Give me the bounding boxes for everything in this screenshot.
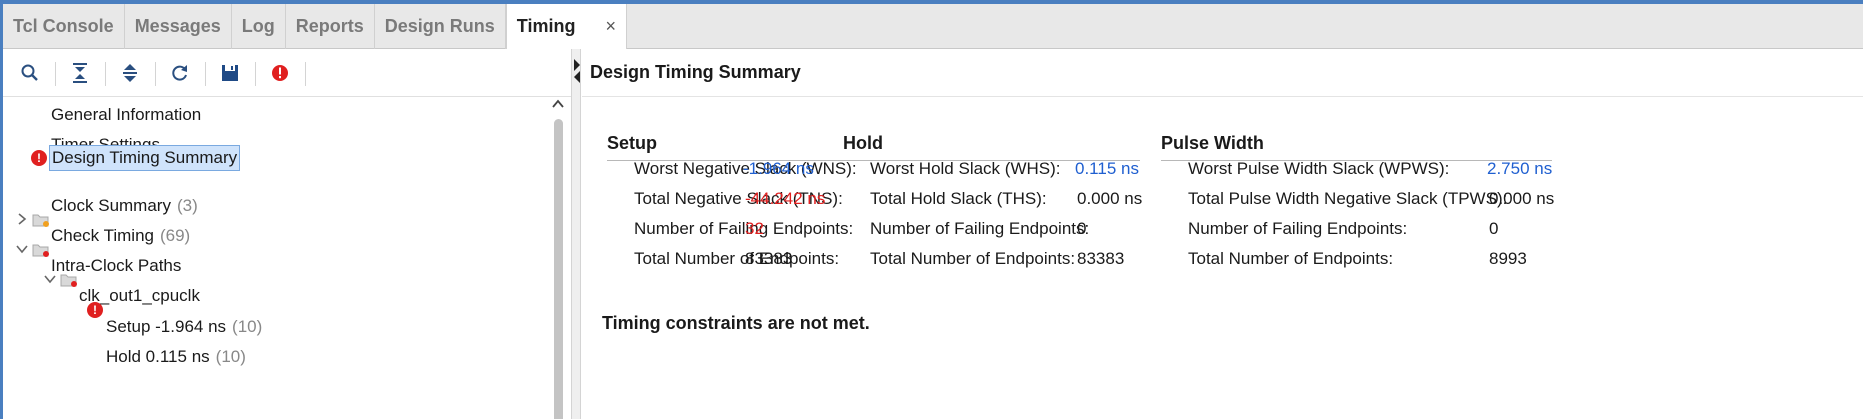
item-count: (10) [232, 317, 263, 336]
tab-label: Reports [295, 16, 364, 36]
tab-label: Timing [516, 16, 576, 36]
section-title: Setup [607, 133, 922, 161]
tab-log[interactable]: Log [232, 4, 286, 49]
tree-scrollbar[interactable] [551, 95, 565, 419]
tree-item-label: Setup -1.964 ns [106, 317, 227, 336]
tab-messages[interactable]: Messages [125, 4, 232, 49]
timing-tree-panel: General Information Timer Settings ! Des… [3, 49, 571, 419]
ths-value: 0.000 ns [1077, 189, 1143, 208]
pulse-total-endpoints-value: 8993 [1489, 249, 1527, 268]
tab-design-runs[interactable]: Design Runs [375, 4, 506, 49]
window-frame-top [0, 0, 1863, 4]
wpws-value[interactable]: 2.750 ns [1487, 159, 1553, 178]
tree-toolbar [3, 49, 571, 97]
whs-label: Worst Hold Slack (WHS): [870, 159, 1061, 178]
chevron-down-icon[interactable] [15, 242, 29, 256]
setup-failing-endpoints-label: Number of Failing Endpoints: [634, 219, 854, 238]
tab-label: Log [241, 16, 275, 36]
tree-item-label: Intra-Clock Paths [51, 256, 182, 275]
tree-item-label: Hold 0.115 ns [106, 347, 210, 366]
tree-item-hold[interactable]: Hold 0.115 ns (10) [106, 339, 246, 375]
tpws-value: 0.000 ns [1489, 189, 1555, 208]
tree-item-label: clk_out1_cpuclk [79, 286, 200, 305]
wpws-label: Worst Pulse Width Slack (WPWS): [1188, 159, 1450, 178]
tree-item-intra-clock-paths[interactable]: Intra-Clock Paths [51, 248, 181, 284]
save-icon[interactable] [211, 54, 256, 92]
page-title: Design Timing Summary [582, 49, 1863, 97]
whs-value[interactable]: 0.115 ns [1075, 159, 1139, 178]
item-count: (69) [159, 226, 191, 245]
window-frame-left [0, 0, 3, 419]
item-count: (3) [176, 196, 198, 215]
timing-tree: General Information Timer Settings ! Des… [3, 101, 551, 419]
pulse-width-section: Pulse Width [1161, 133, 1552, 161]
tns-value: -44.242 ns [745, 189, 826, 208]
hold-total-endpoints-label: Total Number of Endpoints: [870, 249, 1076, 268]
error-icon: ! [31, 150, 47, 166]
section-title: Hold [843, 133, 1140, 161]
tree-item-clk-out1-cpuclk[interactable]: clk_out1_cpuclk [79, 278, 200, 314]
timing-status-message: Timing constraints are not met. [602, 313, 870, 333]
wns-value[interactable]: -1.964 ns [743, 159, 814, 178]
chevron-right-icon[interactable] [15, 212, 29, 226]
tpws-label: Total Pulse Width Negative Slack (TPWS): [1188, 189, 1508, 208]
tab-timing[interactable]: Timing × [505, 4, 627, 50]
tree-item-check-timing[interactable]: Check Timing (69) [51, 218, 190, 254]
tab-label: Messages [134, 16, 221, 36]
expand-all-icon[interactable] [111, 54, 156, 92]
scrollbar-thumb[interactable] [554, 119, 563, 419]
error-filter-icon[interactable] [261, 54, 306, 92]
collapse-all-icon[interactable] [61, 54, 106, 92]
hold-failing-endpoints-label: Number of Failing Endpoints: [870, 219, 1090, 238]
setup-section: Setup [607, 133, 922, 161]
folder-error-icon [32, 242, 50, 257]
pulse-failing-endpoints-label: Number of Failing Endpoints: [1188, 219, 1408, 238]
refresh-icon[interactable] [161, 54, 206, 92]
error-icon: ! [87, 302, 103, 318]
chevron-down-icon[interactable] [43, 272, 57, 286]
chevron-up-icon[interactable] [551, 95, 565, 109]
tree-item-design-timing-summary[interactable]: Design Timing Summary [49, 140, 241, 176]
tree-item-label: Clock Summary [51, 196, 171, 215]
tab-tcl-console[interactable]: Tcl Console [3, 4, 125, 49]
ths-label: Total Hold Slack (THS): [870, 189, 1047, 208]
setup-total-endpoints-value: 83383 [745, 249, 793, 268]
tab-bar: Tcl Console Messages Log Reports Design … [3, 4, 1863, 50]
setup-failing-endpoints-value: 32 [745, 219, 764, 238]
section-title: Pulse Width [1161, 133, 1552, 161]
close-icon[interactable]: × [605, 16, 616, 36]
hold-failing-endpoints-value: 0 [1077, 219, 1087, 238]
tab-label: Tcl Console [13, 16, 114, 36]
tree-item-label: Check Timing [51, 226, 154, 245]
pulse-failing-endpoints-value: 0 [1489, 219, 1499, 238]
wns-label: Worst Negative Slack (WNS): [634, 159, 857, 178]
tab-reports[interactable]: Reports [286, 4, 375, 49]
item-count: (10) [215, 347, 246, 366]
tree-item-label: General Information [51, 105, 202, 124]
timing-summary-panel: Design Timing Summary Setup Worst Negati… [582, 49, 1863, 419]
tree-item-clock-summary[interactable]: Clock Summary (3) [51, 188, 198, 224]
folder-warning-icon [32, 212, 50, 227]
tns-label: Total Negative Slack (TNS): [634, 189, 843, 208]
tree-item-general-information[interactable]: General Information [51, 97, 201, 133]
collapse-panel-icon[interactable] [573, 57, 581, 90]
setup-total-endpoints-label: Total Number of Endpoints: [634, 249, 840, 268]
tree-item-setup[interactable]: Setup -1.964 ns (10) [106, 309, 262, 345]
folder-error-icon [60, 272, 78, 287]
tree-item-label: Design Timing Summary [49, 145, 241, 171]
panel-splitter[interactable] [571, 49, 581, 419]
search-icon[interactable] [11, 54, 56, 92]
hold-total-endpoints-value: 83383 [1077, 249, 1125, 268]
hold-section: Hold [843, 133, 1140, 161]
tab-label: Design Runs [384, 16, 495, 36]
pulse-total-endpoints-label: Total Number of Endpoints: [1188, 249, 1394, 268]
